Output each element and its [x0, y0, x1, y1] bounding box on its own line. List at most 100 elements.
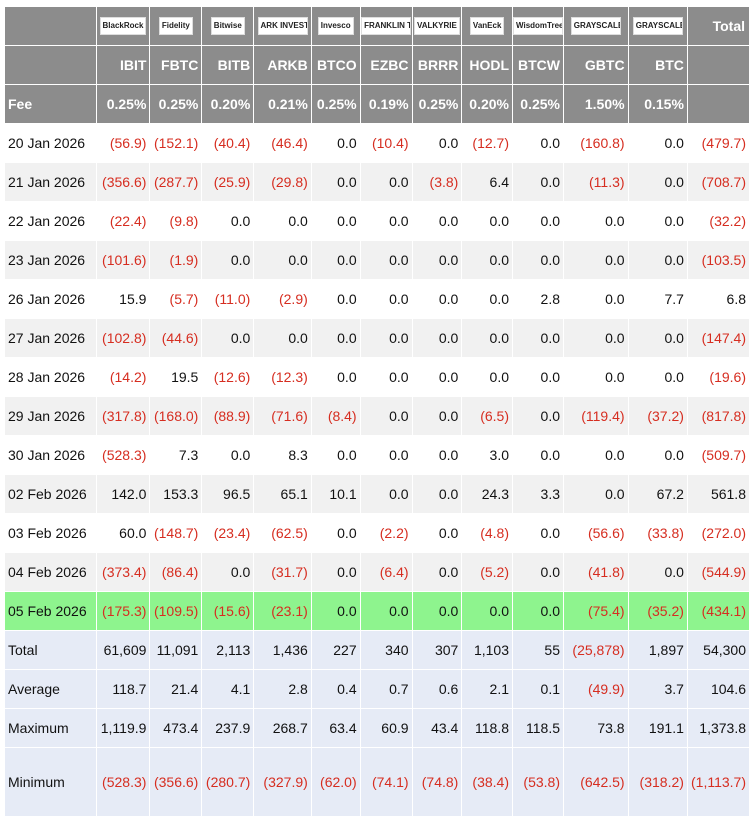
- flow-value: 0.0: [627, 552, 688, 592]
- row-total: 6.8: [686, 279, 750, 319]
- flow-value: 7.7: [627, 279, 688, 319]
- flow-value: (10.4): [359, 123, 413, 163]
- summary-value: (327.9): [253, 747, 312, 817]
- flow-value: 0.0: [201, 201, 255, 241]
- flow-value: (4.8): [461, 513, 513, 553]
- row-total: (19.6): [686, 357, 750, 397]
- flow-value: 0.0: [512, 513, 564, 553]
- row-date: 03 Feb 2026: [4, 513, 97, 553]
- ticker-header: BITB: [201, 45, 255, 85]
- issuer-logo-cell: VALKYRIE: [411, 6, 463, 46]
- fee-value: 1.50%: [563, 84, 629, 124]
- flow-value: (8.4): [310, 396, 361, 436]
- row-date: 02 Feb 2026: [4, 474, 97, 514]
- summary-value: (280.7): [201, 747, 255, 817]
- flow-value: (35.2): [627, 591, 688, 631]
- summary-value: 191.1: [627, 708, 688, 748]
- flow-value: (287.7): [149, 162, 203, 202]
- flow-value: 0.0: [411, 474, 463, 514]
- flow-row: 28 Jan 2026 (14.2) 19.5 (12.6) (12.3) 0.0 0.0 0…: [4, 357, 750, 397]
- fee-value: 0.15%: [627, 84, 688, 124]
- issuer-logo-cell: VanEck: [461, 6, 513, 46]
- flow-value: 0.0: [627, 201, 688, 241]
- flow-value: (9.8): [149, 201, 203, 241]
- flow-value: (2.9): [253, 279, 312, 319]
- issuer-logo: ARK INVEST: [257, 17, 308, 36]
- flow-value: (160.8): [563, 123, 629, 163]
- flow-value: 65.1: [253, 474, 312, 514]
- summary-value: 237.9: [201, 708, 255, 748]
- flow-value: 0.0: [310, 123, 361, 163]
- flow-value: (175.3): [95, 591, 151, 631]
- flow-row: 20 Jan 2026 (56.9) (152.1) (40.4) (46.4) 0.0(…: [4, 123, 750, 163]
- row-date: 22 Jan 2026: [4, 201, 97, 241]
- flow-value: 0.0: [310, 279, 361, 319]
- issuer-logo: GRAYSCALE: [570, 17, 621, 36]
- etf-flow-table-container: BlackRock Fidelity Bitwise ARK INVEST Invesc…: [4, 6, 750, 817]
- summary-value: 43.4: [411, 708, 463, 748]
- flow-row: 27 Jan 2026 (102.8) (44.6) 0.0 0.0 0.0 0.0 0.0 0…: [4, 318, 750, 358]
- summary-row: Minimum (528.3) (356.6) (280.7) (327.9) (62.0…: [4, 747, 750, 817]
- flow-value: 6.4: [461, 162, 513, 202]
- flow-value: 0.0: [512, 318, 564, 358]
- summary-value: 118.8: [461, 708, 513, 748]
- issuer-logo: VanEck: [469, 17, 505, 36]
- flow-value: (56.6): [563, 513, 629, 553]
- flow-value: 0.0: [201, 552, 255, 592]
- summary-value: 118.5: [512, 708, 564, 748]
- fee-value: 0.21%: [253, 84, 312, 124]
- flow-value: 0.0: [411, 396, 463, 436]
- row-total: (708.7): [686, 162, 750, 202]
- issuer-logo: WisdomTree: [513, 17, 563, 36]
- fee-value: 0.25%: [512, 84, 564, 124]
- flow-value: 8.3: [253, 435, 312, 475]
- summary-value: 2.8: [253, 669, 312, 709]
- flow-row: 30 Jan 2026 (528.3) 7.3 0.0 8.3 0.0 0.0 0.0 3.0 0…: [4, 435, 750, 475]
- flow-value: 0.0: [512, 396, 564, 436]
- flow-value: (3.8): [411, 162, 463, 202]
- flow-value: 0.0: [627, 123, 688, 163]
- highlighted-flow-row: 05 Feb 2026 (175.3) (109.5) (15.6) (23.1) 0.0…: [4, 591, 750, 631]
- flow-value: 0.0: [512, 123, 564, 163]
- summary-value: 307: [411, 630, 463, 670]
- flow-value: (317.8): [95, 396, 151, 436]
- summary-value: 0.6: [411, 669, 463, 709]
- summary-value: (74.8): [411, 747, 463, 817]
- summary-label: Average: [4, 669, 97, 709]
- flow-value: (56.9): [95, 123, 151, 163]
- fee-value: 0.25%: [149, 84, 203, 124]
- flow-value: 0.0: [310, 318, 361, 358]
- row-date: 05 Feb 2026: [4, 591, 97, 631]
- flow-value: 0.0: [512, 201, 564, 241]
- flow-value: 0.0: [411, 318, 463, 358]
- flow-value: 0.0: [411, 591, 463, 631]
- row-total: 561.8: [686, 474, 750, 514]
- flow-value: (5.2): [461, 552, 513, 592]
- flow-value: (31.7): [253, 552, 312, 592]
- flow-row: 26 Jan 2026 15.9 (5.7) (11.0) (2.9) 0.0 0.0 0.0…: [4, 279, 750, 319]
- summary-value: 1,103: [461, 630, 513, 670]
- row-date: 29 Jan 2026: [4, 396, 97, 436]
- summary-value: (642.5): [563, 747, 629, 817]
- flow-value: 0.0: [563, 279, 629, 319]
- summary-value: 73.8: [563, 708, 629, 748]
- flow-value: (2.2): [359, 513, 413, 553]
- flow-value: (168.0): [149, 396, 203, 436]
- issuer-logo: BlackRock: [99, 17, 147, 36]
- row-total: (103.5): [686, 240, 750, 280]
- summary-value: 1,119.9: [95, 708, 151, 748]
- summary-value: 268.7: [253, 708, 312, 748]
- fee-label: Fee: [4, 84, 97, 124]
- summary-value: 2,113: [201, 630, 255, 670]
- summary-value: 4.1: [201, 669, 255, 709]
- summary-label: Minimum: [4, 747, 97, 817]
- flow-value: 0.0: [512, 591, 564, 631]
- flow-value: 0.0: [461, 201, 513, 241]
- flow-value: 0.0: [627, 435, 688, 475]
- summary-value: 11,091: [149, 630, 203, 670]
- row-date: 20 Jan 2026: [4, 123, 97, 163]
- flow-row: 29 Jan 2026 (317.8) (168.0) (88.9) (71.6) (8.…: [4, 396, 750, 436]
- flow-row: 23 Jan 2026 (101.6) (1.9) 0.0 0.0 0.0 0.0 0.0 0.…: [4, 240, 750, 280]
- flow-value: 0.0: [359, 357, 413, 397]
- flow-value: 0.0: [411, 123, 463, 163]
